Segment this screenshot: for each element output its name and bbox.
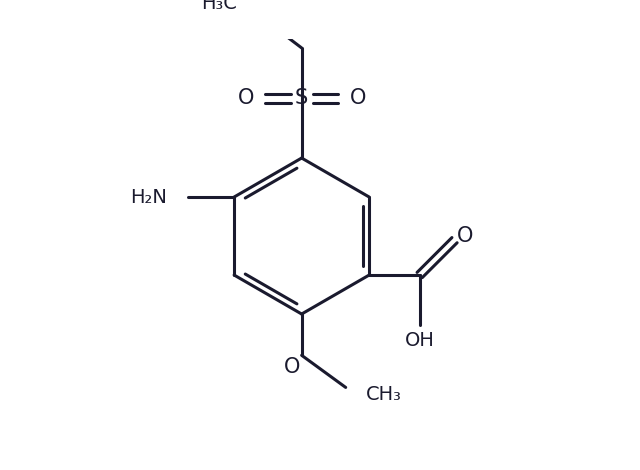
Text: O: O (284, 357, 301, 377)
Text: S: S (295, 88, 308, 109)
Text: OH: OH (404, 331, 435, 350)
Text: H₂N: H₂N (131, 188, 167, 206)
Text: O: O (237, 88, 254, 109)
Text: O: O (458, 226, 474, 245)
Text: CH₃: CH₃ (366, 385, 402, 404)
Text: H₃C: H₃C (202, 0, 237, 13)
Text: O: O (349, 88, 366, 109)
